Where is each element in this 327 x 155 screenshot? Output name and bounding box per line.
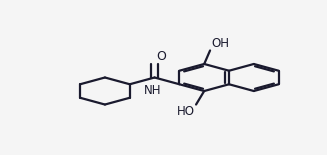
Text: HO: HO [177,105,195,118]
Text: OH: OH [212,37,230,50]
Text: O: O [156,50,166,63]
Text: NH: NH [144,84,161,97]
